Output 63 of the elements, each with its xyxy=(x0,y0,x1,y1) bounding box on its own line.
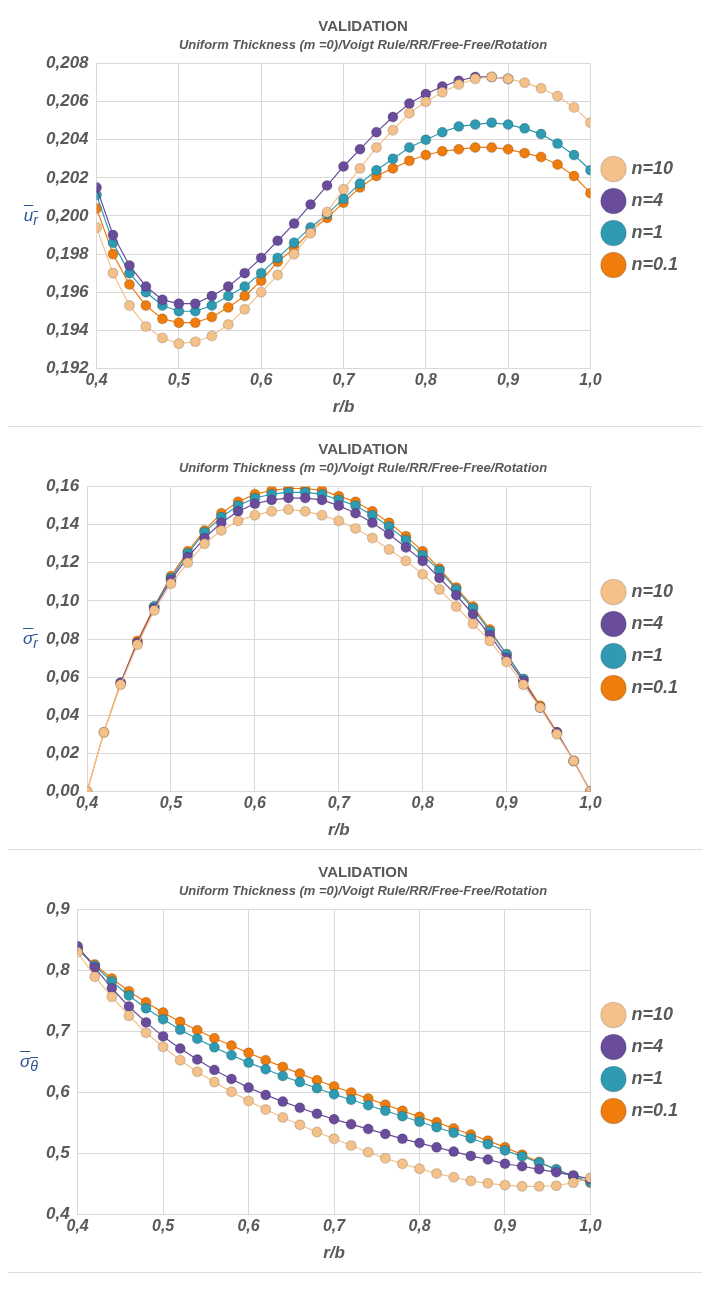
x-tick-label: 1,0 xyxy=(579,794,602,812)
y-tick-label: 0,06 xyxy=(45,666,80,686)
x-tick-label: 0,7 xyxy=(332,371,356,389)
y-tick-label: 0,208 xyxy=(45,53,90,73)
y-tick-label: 0,04 xyxy=(45,704,80,724)
legend-label: n=4 xyxy=(631,1035,663,1056)
y-tick-label: 0,7 xyxy=(45,1021,72,1041)
x-tick-label: 0,5 xyxy=(151,1217,176,1235)
chart-subtitle: Uniform Thickness (m =0)/Voigt Rule/RR/Free-Free/Rotation xyxy=(178,883,548,899)
legend-label: n=10 xyxy=(631,157,673,178)
chart-subtitle: Uniform Thickness (m =0)/Voigt Rule/RR/Free-Free/Rotation xyxy=(178,460,548,476)
y-tick-label: 0,6 xyxy=(45,1082,71,1102)
y-tick-label: 0,200 xyxy=(45,205,90,225)
x-tick-label: 0,9 xyxy=(497,371,520,389)
y-tick-label: 0,10 xyxy=(45,590,80,610)
y-tick-label: 0,206 xyxy=(45,91,90,111)
legend-label: n=10 xyxy=(631,1003,673,1024)
x-tick-label: 0,9 xyxy=(495,794,518,812)
y-tick-label: 0,5 xyxy=(45,1143,71,1163)
x-tick-label: 1,0 xyxy=(579,371,602,389)
legend-label: n=0.1 xyxy=(631,253,678,274)
y-tick-label: 0,196 xyxy=(45,281,90,301)
x-tick-label: 0,8 xyxy=(414,371,438,389)
y-tick-label: 0,202 xyxy=(45,167,90,187)
legend-label: n=4 xyxy=(631,612,663,633)
legend-label: n=1 xyxy=(631,1067,663,1088)
y-tick-label: 0,12 xyxy=(45,552,80,572)
x-tick-label: 1,0 xyxy=(579,1217,602,1235)
x-axis-title: r/b xyxy=(332,397,355,417)
x-tick-label: 0,8 xyxy=(411,794,434,812)
y-axis-title: σ$_{θ}$ xyxy=(19,1051,38,1075)
y-tick-label: 0,14 xyxy=(45,514,80,534)
y-tick-label: 0,204 xyxy=(45,129,90,149)
legend-label: n=4 xyxy=(631,189,663,210)
y-tick-label: 0,08 xyxy=(45,628,80,648)
legend-label: n=1 xyxy=(631,221,663,242)
x-axis-title: r/b xyxy=(327,820,350,840)
x-tick-label: 0,6 xyxy=(243,794,267,812)
x-tick-label: 0,5 xyxy=(167,371,192,389)
legend-label: n=0.1 xyxy=(631,676,678,697)
x-tick-label: 0,9 xyxy=(493,1217,517,1235)
x-tick-label: 0,5 xyxy=(159,794,184,812)
x-tick-label: 0,6 xyxy=(250,371,273,389)
y-axis-title: σ$_{r}$ xyxy=(22,628,38,652)
y-tick-label: 0,16 xyxy=(45,476,80,496)
x-tick-label: 0,7 xyxy=(322,1217,347,1235)
chart-title: VALIDATION xyxy=(318,863,408,881)
x-axis-title: r/b xyxy=(323,1243,345,1263)
x-tick-label: 0,8 xyxy=(408,1217,431,1235)
y-axis-title: u$_{r}$ xyxy=(22,205,38,229)
chart-title: VALIDATION xyxy=(318,440,408,458)
y-tick-label: 0,02 xyxy=(45,742,80,762)
legend-label: n=10 xyxy=(631,580,673,601)
chart-title: VALIDATION xyxy=(318,17,408,35)
y-tick-label: 0,9 xyxy=(45,899,71,919)
x-tick-label: 0,7 xyxy=(327,794,351,812)
legend-label: n=0.1 xyxy=(631,1099,678,1120)
x-tick-label: 0,6 xyxy=(237,1217,260,1235)
chart-subtitle: Uniform Thickness (m =0)/Voigt Rule/RR/Free-Free/Rotation xyxy=(178,37,548,53)
y-tick-label: 0,8 xyxy=(45,960,71,980)
legend-label: n=1 xyxy=(631,644,663,665)
y-tick-label: 0,194 xyxy=(45,319,90,339)
y-tick-label: 0,198 xyxy=(45,243,90,263)
